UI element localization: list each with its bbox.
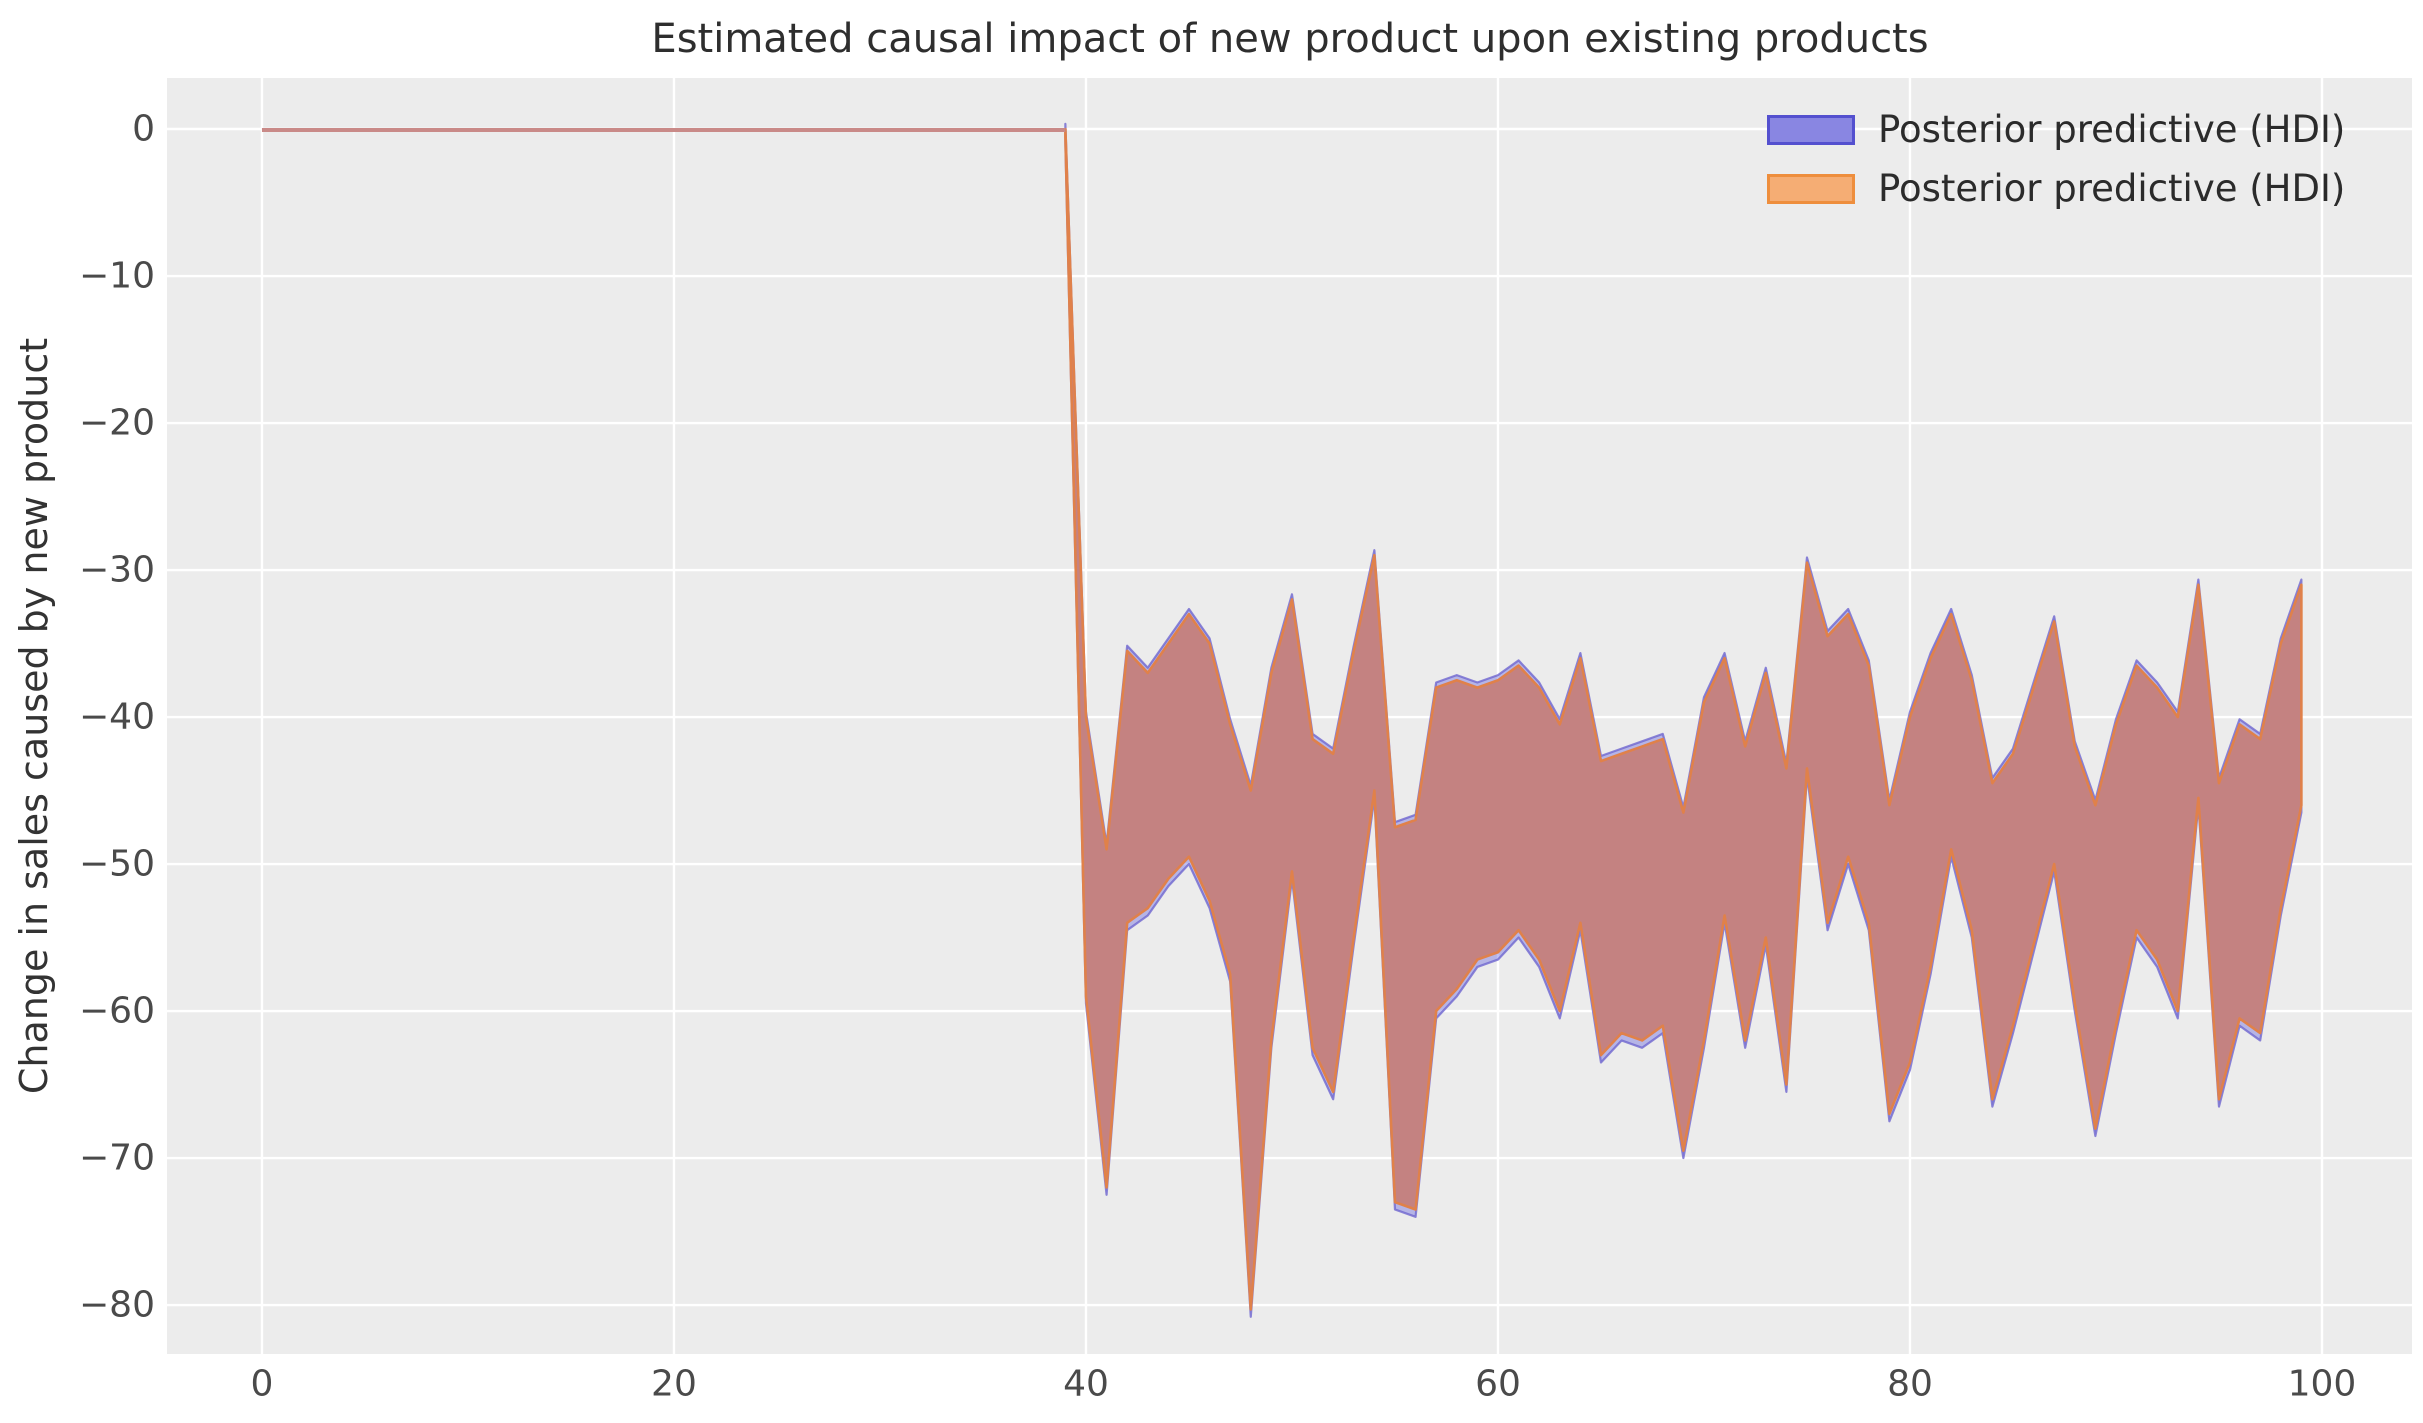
- x-tick-label: 40: [1063, 1363, 1109, 1405]
- x-tick-label: 20: [651, 1363, 697, 1405]
- chart-title: Estimated causal impact of new product u…: [651, 16, 1929, 62]
- y-tick-label: −80: [79, 1284, 155, 1326]
- y-tick-label: −10: [79, 255, 155, 297]
- x-tick-label: 100: [2287, 1363, 2357, 1405]
- y-tick-label: −40: [79, 696, 155, 738]
- y-tick-label: 0: [132, 108, 155, 150]
- legend-swatch-blue-hdi: [1767, 114, 1855, 145]
- x-tick-label: 0: [250, 1363, 274, 1405]
- legend-label-orange-hdi: Posterior predictive (HDI): [1878, 167, 2346, 210]
- y-axis-label: Change in sales caused by new product: [12, 337, 56, 1095]
- x-tick-label: 80: [1887, 1363, 1933, 1405]
- legend-label-blue-hdi: Posterior predictive (HDI): [1878, 108, 2346, 151]
- legend-row-orange: Posterior predictive (HDI): [1767, 159, 2345, 218]
- x-tick-label: 60: [1475, 1363, 1521, 1405]
- legend-row-blue: Posterior predictive (HDI): [1767, 100, 2345, 159]
- y-tick-label: −20: [79, 402, 155, 444]
- legend-swatch-orange-hdi: [1767, 173, 1855, 204]
- y-tick-label: −60: [79, 990, 155, 1032]
- y-tick-label: −50: [79, 843, 155, 885]
- legend: Posterior predictive (HDI) Posterior pre…: [1767, 100, 2345, 218]
- posterior-predictive-hdi-band-orange: [1064, 127, 2303, 1311]
- y-tick-label: −70: [79, 1137, 155, 1179]
- y-tick-label: −30: [79, 549, 155, 591]
